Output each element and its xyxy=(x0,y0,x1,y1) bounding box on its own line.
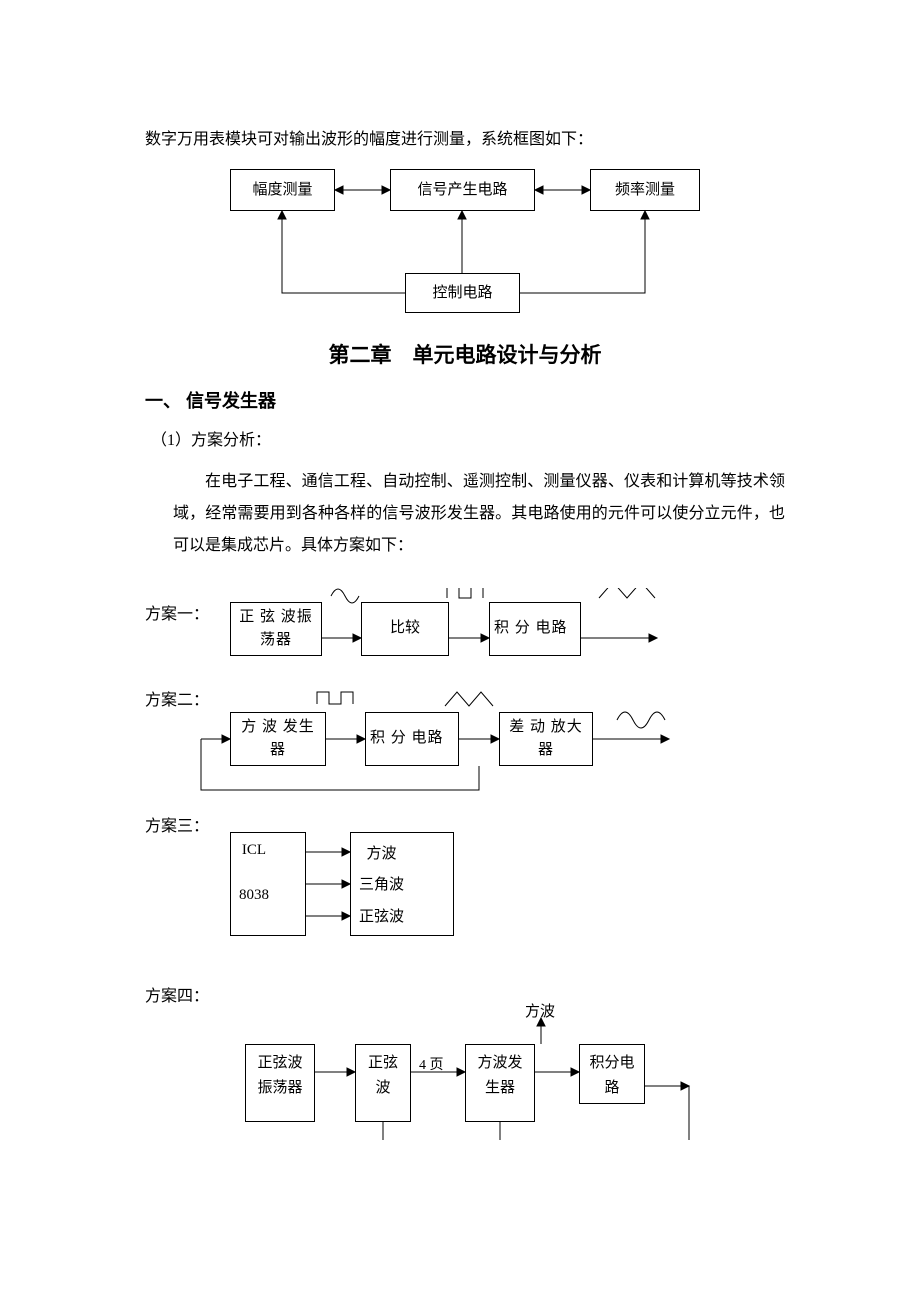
square-icon xyxy=(447,588,483,598)
plan4-diagram: 方案四： 方波 正弦波振荡器 正弦波 方波发生器 积分电路 4 页 xyxy=(145,1000,785,1140)
plan1-diagram: 方案一： 正 弦 波振荡器 比较 积 分 电路 xyxy=(145,588,785,666)
plan3-diagram: 方案三： ICL 8038 方波 三角波 正弦波 xyxy=(145,832,785,960)
document-page: 数字万用表模块可对输出波形的幅度进行测量，系统框图如下： 幅度测量 信号产生电路… xyxy=(0,0,920,1180)
plan3-arrows xyxy=(145,832,485,952)
section-heading: 一、 信号发生器 xyxy=(145,387,785,413)
plan4-arrows xyxy=(145,1000,725,1140)
intro-paragraph: 数字万用表模块可对输出波形的幅度进行测量，系统框图如下： xyxy=(145,126,785,155)
body-paragraph: 在电子工程、通信工程、自动控制、遥测控制、测量仪器、仪表和计算机等技术领域，经常… xyxy=(173,466,785,562)
sine-icon xyxy=(331,589,359,603)
diagram-top-arrows xyxy=(155,169,775,319)
triangle-icon xyxy=(445,692,493,706)
plan1-arrows xyxy=(145,588,705,666)
system-block-diagram: 幅度测量 信号产生电路 频率测量 控制电路 xyxy=(155,169,785,319)
subsection-label: （1）方案分析： xyxy=(151,427,785,456)
chapter-title: 第二章 单元电路设计与分析 xyxy=(145,339,785,369)
sine-icon xyxy=(617,712,665,728)
triangle-icon xyxy=(599,588,655,598)
square-icon xyxy=(317,692,353,704)
plan2-diagram: 方案二： 方 波 发生器 积 分 电路 差 动 放大器 xyxy=(145,686,785,804)
plan2-arrows xyxy=(145,686,705,804)
